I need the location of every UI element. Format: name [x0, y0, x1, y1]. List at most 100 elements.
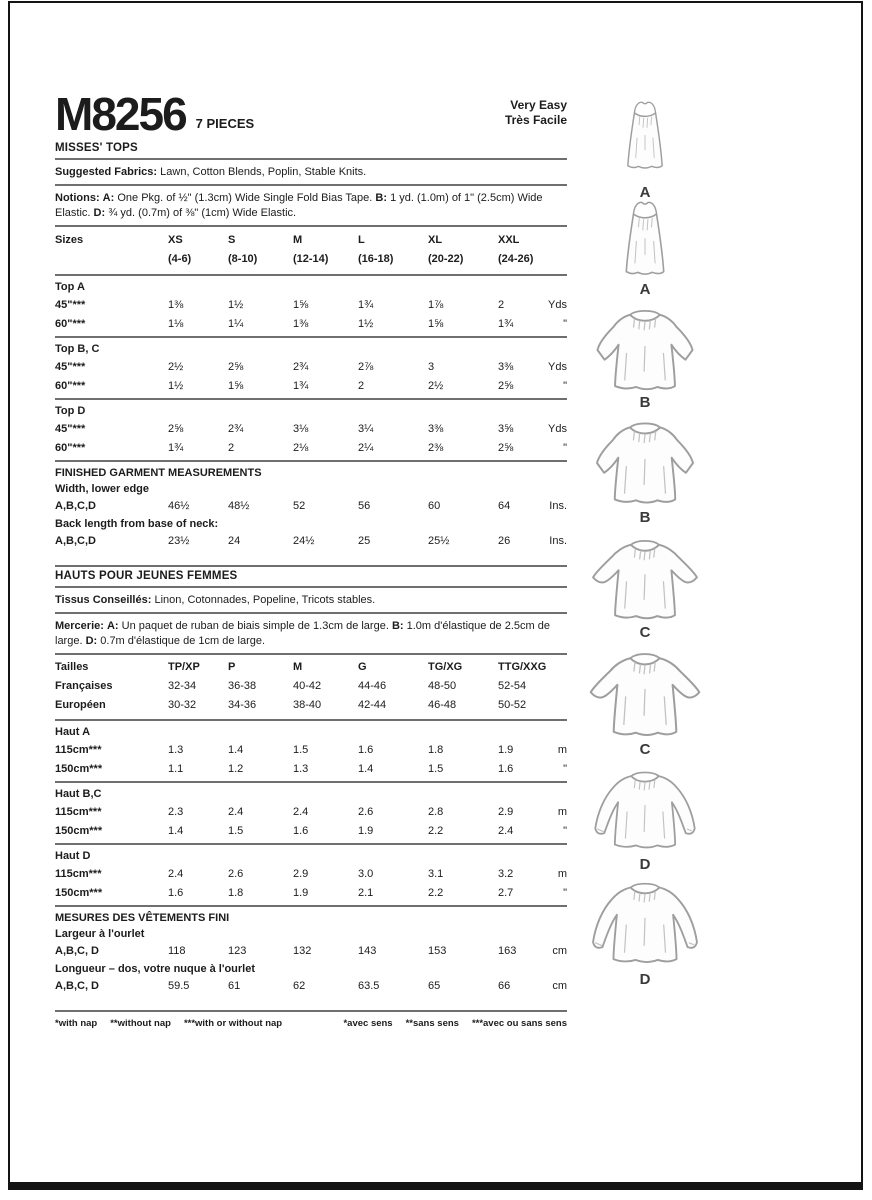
garment-view-b-back: B: [589, 417, 701, 526]
sizes-header-row: Sizes XS S M L XL XXL: [55, 231, 567, 250]
unit-label: ": [563, 887, 567, 899]
table-cell: 1.5: [228, 825, 244, 837]
table-row: 115cm*** 1.3 1.4 1.5 1.6 1.8 1.9 m: [55, 741, 567, 760]
suggested-fabrics-line: Suggested Fabrics: Lawn, Cotton Blends, …: [55, 163, 567, 182]
french-section-title: HAUTS POUR JEUNES FEMMES: [55, 570, 238, 582]
table-cell: 2⅝: [228, 361, 244, 373]
row-label: 45"***: [55, 423, 86, 435]
group-label: Haut D: [55, 850, 91, 862]
table-cell: 2⅛: [293, 442, 309, 454]
group-label: Top D: [55, 405, 86, 417]
row-label: 150cm***: [55, 825, 103, 837]
view-label: D: [639, 971, 651, 988]
table-cell: 3.0: [358, 868, 374, 880]
table-cell: 34-36: [228, 699, 257, 711]
unit-label: Ins.: [549, 535, 567, 547]
row-label: A,B,C,D: [55, 535, 96, 547]
divider: [55, 274, 567, 276]
yardage-group-top-a: Top A 45"*** 1⅜ 1½ 1⅝ 1¾ 1⅞ 2 Yds 60"*** 1⅛ 1¼…: [55, 279, 567, 334]
table-row: 115cm*** 2.3 2.4 2.4 2.6 2.8 2.9 m: [55, 803, 567, 822]
table-cell: 2⅞: [358, 361, 374, 373]
table-cell: ***with or without nap: [183, 1018, 283, 1029]
europeen-label: Européen: [55, 699, 106, 711]
garment-view-a-back: A: [609, 201, 681, 298]
table-cell: 143: [358, 945, 377, 957]
mercerie-d-text: 0.7m d'élastique de 1cm de large.: [100, 635, 266, 647]
garment-view-d-front: D: [574, 768, 716, 873]
table-cell: 1⅛: [168, 318, 184, 330]
table-cell: 1⅝: [428, 318, 444, 330]
view-label: A: [639, 281, 651, 298]
table-cell: TG/XG: [428, 661, 463, 673]
table-cell: P: [228, 661, 236, 673]
table-cell: 3¼: [358, 423, 374, 435]
row-label: A,B,C, D: [55, 945, 99, 957]
table-cell: L: [358, 234, 365, 246]
table-cell: 52: [293, 500, 306, 512]
table-cell: 1⅝: [293, 299, 309, 311]
table-cell: 3⅛: [293, 423, 309, 435]
mercerie-line: Mercerie: A: Un paquet de ruban de biais…: [55, 617, 567, 651]
table-cell: 1⅞: [428, 299, 444, 311]
difficulty-rating: Very Easy Très Facile: [505, 98, 567, 136]
table-cell: XS: [168, 234, 183, 246]
table-cell: 2: [228, 442, 235, 454]
unit-label: ": [563, 763, 567, 775]
table-row: 150cm*** 1.6 1.8 1.9 2.1 2.2 2.7 ": [55, 884, 567, 903]
main-content: M8256 7 PIECES Very Easy Très Facile MIS…: [55, 91, 567, 1029]
view-label: D: [639, 856, 651, 873]
table-cell: S: [228, 234, 236, 246]
table-cell: 2.6: [228, 868, 244, 880]
table-cell: 48½: [228, 500, 250, 512]
table-cell: 38-40: [293, 699, 322, 711]
table-cell: 64: [498, 500, 511, 512]
yardage-group-top-d: Top D 45"*** 2⅝ 2¾ 3⅛ 3¼ 3⅜ 3⅝ Yds 60"*** 1¾ 2…: [55, 403, 567, 458]
table-cell: 118: [168, 945, 186, 957]
table-cell: TP/XP: [168, 661, 200, 673]
group-label: Haut B,C: [55, 788, 102, 800]
unit-label: m: [557, 744, 567, 756]
table-cell: 1.3: [293, 763, 309, 775]
table-cell: 26: [498, 535, 511, 547]
table-cell: (24-26): [498, 253, 534, 265]
table-cell: 30-32: [168, 699, 197, 711]
notions-b-text: 1 yd. (1.0m) of 1" (2.5cm) Wide Elastic.: [55, 192, 543, 219]
table-row: A,B,C,D 46½ 48½ 52 56 60 64 Ins.: [55, 497, 567, 516]
table-cell: XXL: [498, 234, 520, 246]
view-label: B: [639, 509, 651, 526]
table-cell: 25½: [428, 535, 450, 547]
table-cell: 1½: [228, 299, 244, 311]
table-cell: 1.2: [228, 763, 244, 775]
table-cell: 2.9: [293, 868, 309, 880]
table-cell: 3⅝: [498, 423, 514, 435]
row-label: 115cm***: [55, 806, 102, 818]
table-cell: 52-54: [498, 680, 527, 692]
yardage-group-haut-a: Haut A 115cm*** 1.3 1.4 1.5 1.6 1.8 1.9 m 150…: [55, 724, 567, 779]
table-cell: 1¼: [228, 318, 244, 330]
largeur-label: Largeur à l'ourlet: [55, 928, 145, 940]
table-cell: 65: [428, 980, 441, 992]
garment-view-c-front: C: [586, 536, 704, 641]
sizes-label: Sizes: [55, 234, 84, 246]
yardage-group-haut-d: Haut D 115cm*** 2.4 2.6 2.9 3.0 3.1 3.2 m 150…: [55, 848, 567, 903]
table-cell: M: [293, 661, 303, 673]
table-cell: 60: [428, 500, 441, 512]
notions-line: Notions: A: One Pkg. of ½" (1.3cm) Wide …: [55, 189, 567, 223]
table-cell: 59.5: [168, 980, 190, 992]
francaises-label: Françaises: [55, 680, 113, 692]
yardage-group-haut-bc: Haut B,C 115cm*** 2.3 2.4 2.4 2.6 2.8 2.9 m 1…: [55, 786, 567, 841]
table-cell: 153: [428, 945, 447, 957]
tailles-francaises-row: Françaises 32-34 36-38 40-42 44-46 48-50 52-5…: [55, 677, 567, 696]
unit-label: Ins.: [549, 500, 567, 512]
width-lower-edge-label: Width, lower edge: [55, 483, 150, 495]
table-cell: 2½: [428, 380, 444, 392]
garment-view-a-front: A: [612, 86, 678, 201]
table-cell: TTG/XXG: [498, 661, 547, 673]
table-cell: 46-48: [428, 699, 457, 711]
table-row: A,B,C, D 118 123 132 143 153 163 cm: [55, 942, 567, 961]
group-label: Top B, C: [55, 343, 100, 355]
divider: [55, 843, 567, 845]
notions-a-label: A:: [102, 192, 115, 204]
divider: [55, 1010, 567, 1012]
